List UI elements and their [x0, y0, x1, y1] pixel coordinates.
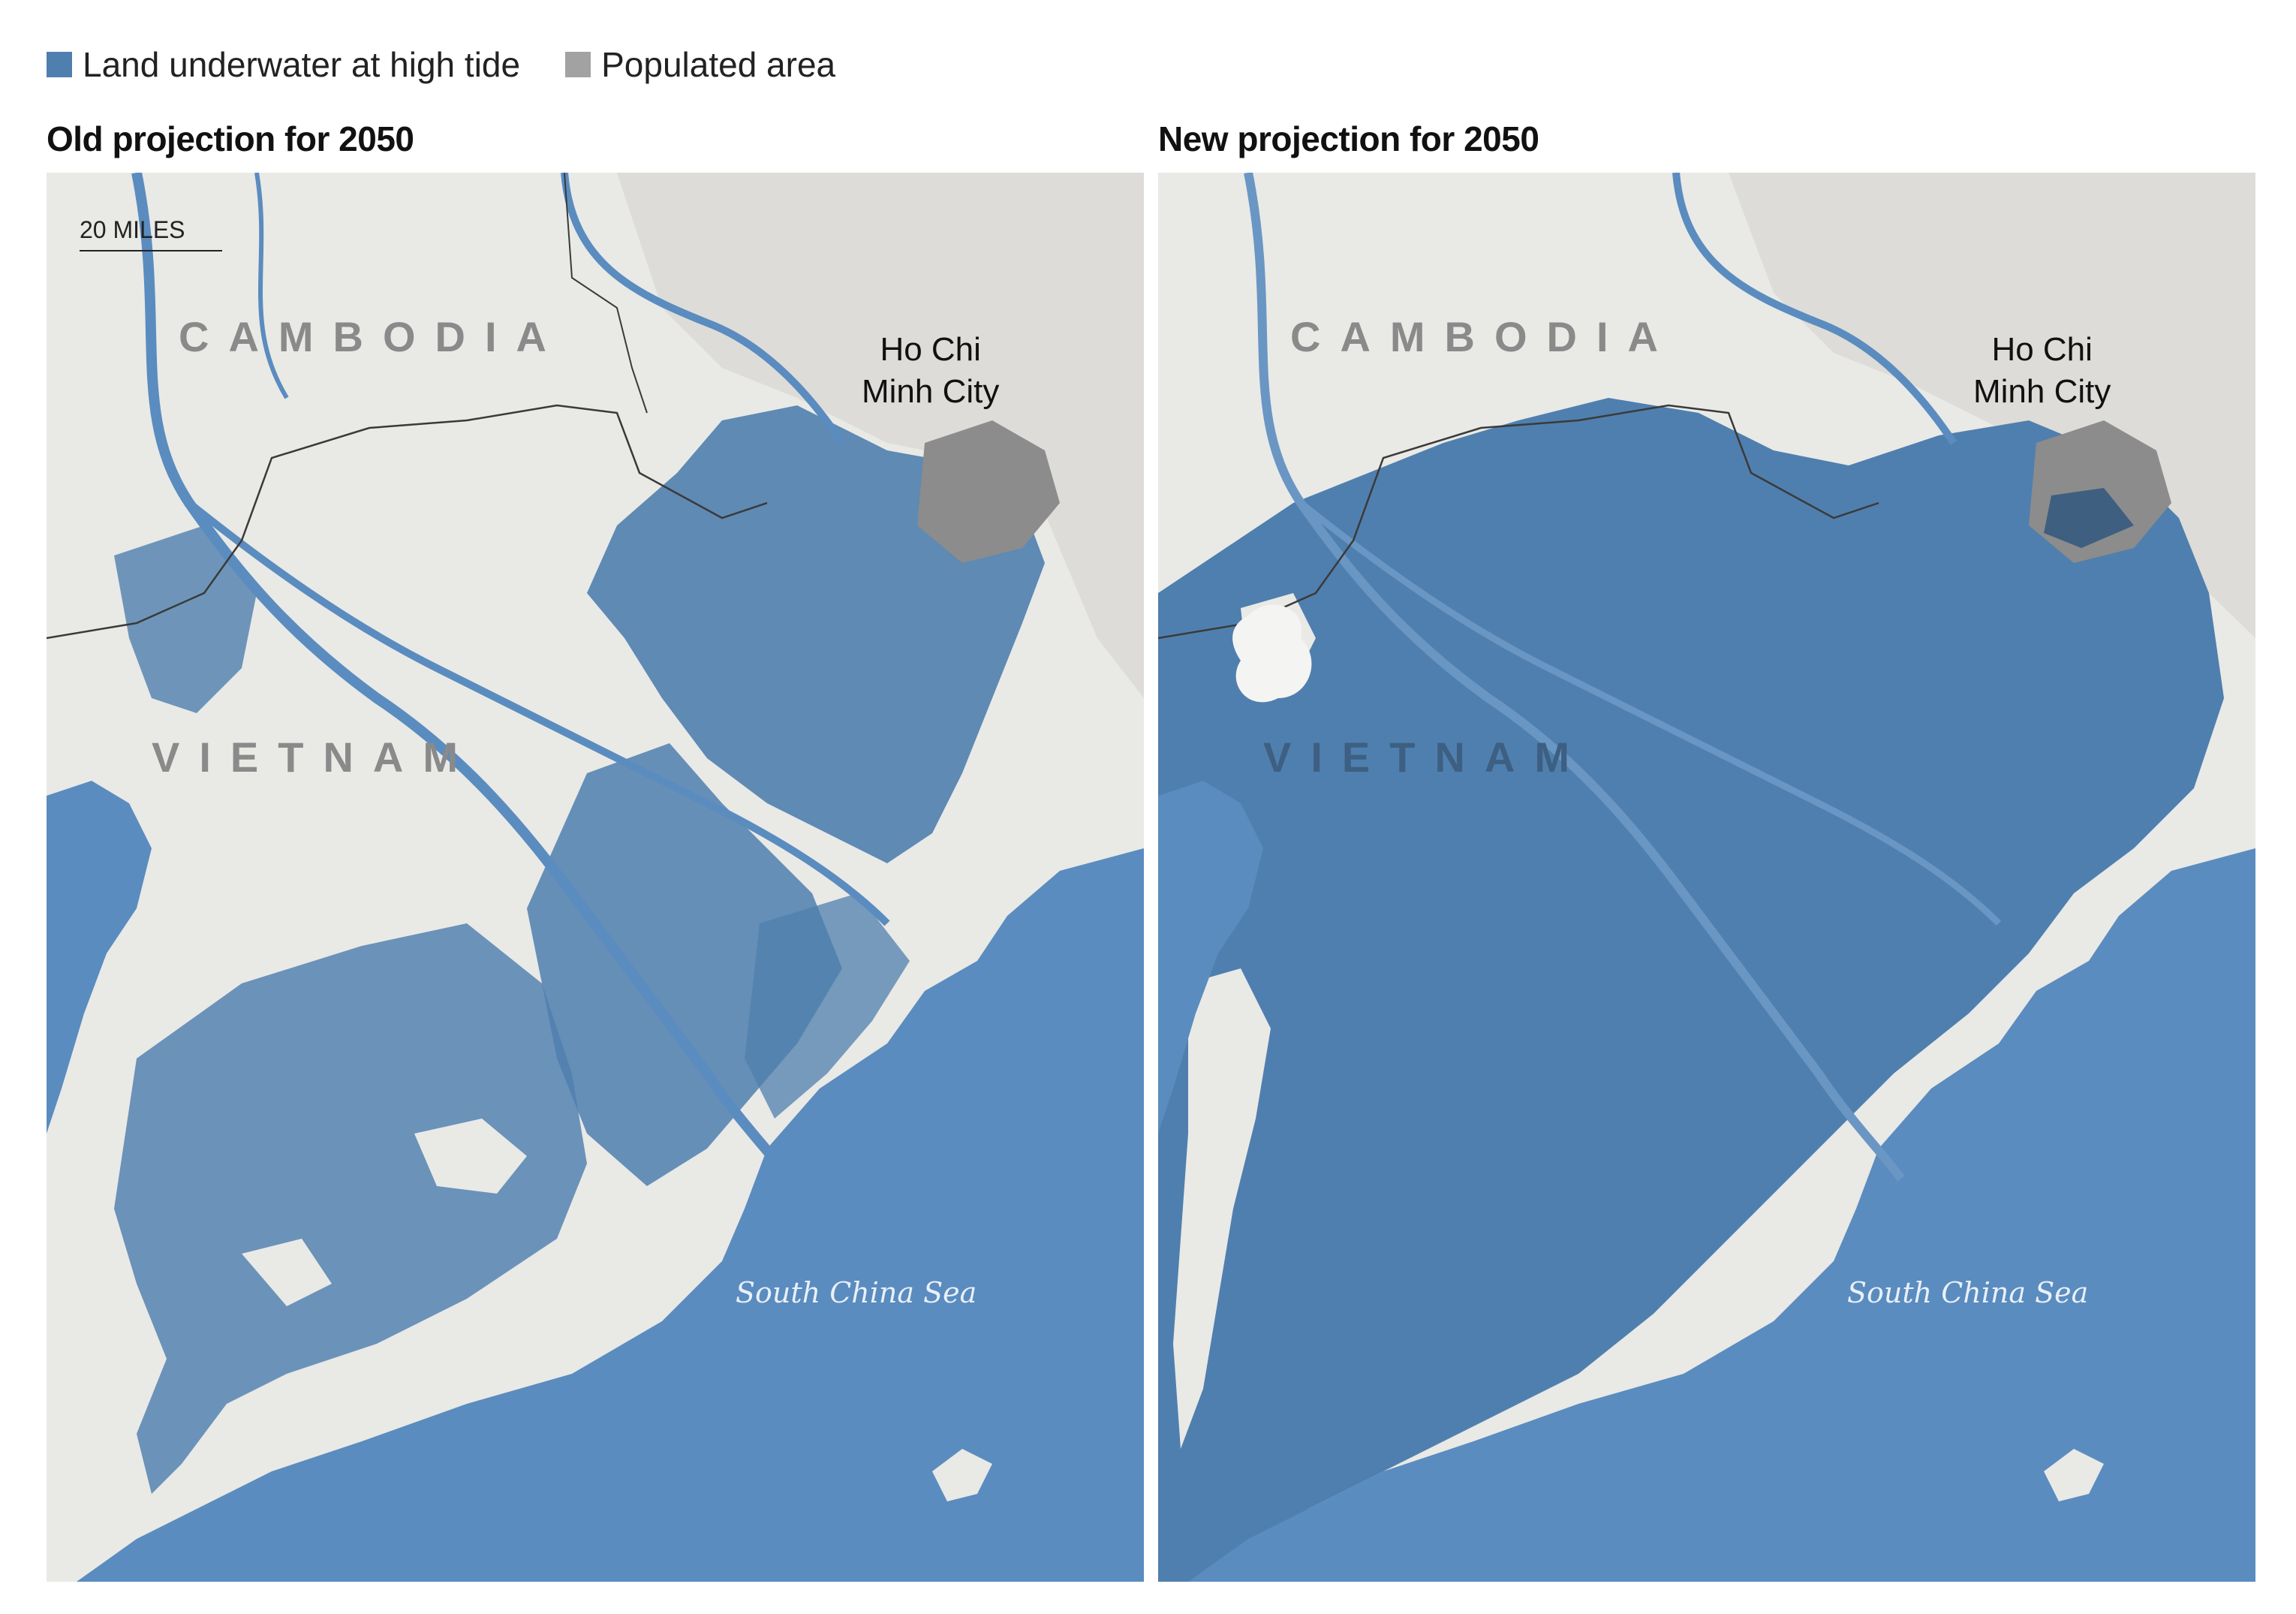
south-china-sea — [1188, 848, 2255, 1582]
flood-zone-coast — [745, 893, 910, 1119]
tributary — [254, 173, 289, 399]
scale-bar: 20 MILES — [80, 216, 222, 251]
dry-patch-west — [1173, 968, 1271, 1449]
old-projection-title: Old projection for 2050 — [47, 119, 414, 158]
legend-swatch-flood — [47, 52, 72, 77]
old-map-graphic — [47, 173, 1144, 1582]
bassac-river — [1298, 500, 2002, 926]
flood-zone-south — [114, 923, 587, 1494]
mekong-river — [1244, 173, 1905, 1182]
country-border — [1158, 404, 1879, 640]
con-dao-island — [932, 1449, 992, 1501]
upland-area — [617, 173, 1144, 698]
flood-zone-delta — [1158, 398, 2224, 1582]
gulf-of-thailand — [1158, 781, 1263, 1134]
scale-line — [80, 250, 222, 251]
legend-item-populated: Populated area — [565, 44, 835, 85]
con-dao-island — [2044, 1449, 2104, 1501]
legend-label-populated: Populated area — [601, 45, 836, 84]
old-projection-map: 20 MILES CAMBODIA VIETNAM Ho Chi Minh Cit… — [47, 173, 1144, 1582]
country-border — [47, 404, 768, 640]
map-legend: Land underwater at high tide Populated a… — [47, 42, 880, 87]
province-border — [564, 173, 648, 414]
dry-patch — [242, 1239, 332, 1306]
country-label-vietnam: VIETNAM — [1263, 733, 1589, 781]
south-china-sea — [77, 848, 1144, 1582]
legend-label-flood: Land underwater at high tide — [83, 45, 521, 84]
mekong-river — [131, 173, 794, 1182]
city-label-ho-chi-minh: Ho Chi Minh City — [1973, 331, 2111, 410]
hill-patch — [1232, 604, 1312, 703]
country-label-cambodia: CAMBODIA — [1290, 313, 1678, 360]
dry-patch — [414, 1119, 527, 1194]
saigon-river — [561, 173, 846, 445]
sea-label: South China Sea — [736, 1276, 977, 1309]
scale-label: 20 MILES — [80, 216, 185, 243]
ho-chi-minh-populated — [917, 420, 1060, 563]
sea-label: South China Sea — [1847, 1276, 2089, 1309]
new-map-graphic — [1158, 173, 2255, 1582]
upland-area — [1729, 173, 2255, 638]
legend-swatch-populated — [565, 52, 591, 77]
country-label-cambodia: CAMBODIA — [179, 313, 566, 360]
flood-zone-border — [114, 525, 257, 713]
country-label-vietnam: VIETNAM — [152, 733, 477, 781]
new-projection-title: New projection for 2050 — [1158, 119, 1539, 158]
saigon-river — [1672, 173, 1957, 445]
bassac-river — [186, 500, 890, 926]
legend-item-flood: Land underwater at high tide — [47, 44, 520, 85]
new-projection-map: CAMBODIA VIETNAM Ho Chi Minh City South C… — [1158, 173, 2255, 1582]
city-label-ho-chi-minh: Ho Chi Minh City — [862, 331, 1000, 410]
ho-chi-minh-flooded — [2044, 488, 2134, 548]
gulf-of-thailand — [47, 781, 152, 1134]
